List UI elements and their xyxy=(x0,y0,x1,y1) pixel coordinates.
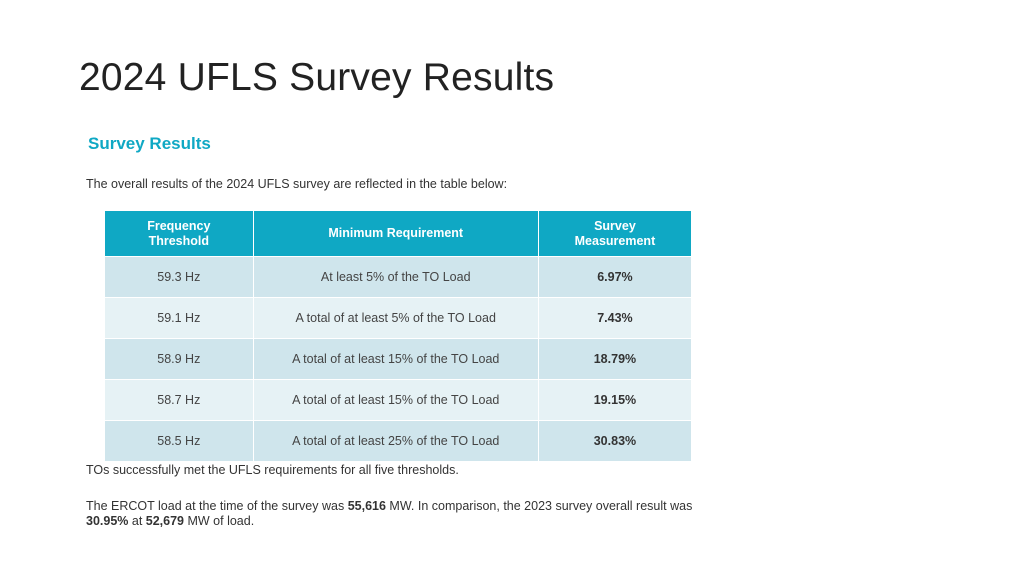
header-minimum-requirement: Minimum Requirement xyxy=(253,211,539,257)
header-freq-line2: Threshold xyxy=(148,233,209,248)
load-summary: The ERCOT load at the time of the survey… xyxy=(86,499,736,529)
cell-frequency: 58.9 Hz xyxy=(105,338,254,380)
header-meas-line1: Survey xyxy=(594,218,636,233)
table-row: 58.9 Hz A total of at least 15% of the T… xyxy=(105,338,691,380)
cell-measurement: 30.83% xyxy=(538,420,691,461)
cell-frequency: 59.3 Hz xyxy=(105,256,254,298)
summary-text-2: MW. In comparison, the 2023 survey overa… xyxy=(385,499,693,513)
header-frequency-threshold: Frequency Threshold xyxy=(105,211,254,257)
cell-frequency: 59.1 Hz xyxy=(105,297,254,339)
section-heading: Survey Results xyxy=(88,134,211,153)
cell-measurement: 18.79% xyxy=(538,338,691,380)
cell-measurement: 7.43% xyxy=(538,297,691,339)
header-survey-measurement: Survey Measurement xyxy=(538,211,691,257)
table-row: 59.3 Hz At least 5% of the TO Load 6.97% xyxy=(105,256,691,298)
cell-requirement: At least 5% of the TO Load xyxy=(253,256,539,298)
load-2024-value: 55,616 xyxy=(347,499,386,513)
table-row: 58.7 Hz A total of at least 15% of the T… xyxy=(105,379,691,421)
thresholds-note: TOs successfully met the UFLS requiremen… xyxy=(86,463,459,477)
slide-title: 2024 UFLS Survey Results xyxy=(79,56,555,99)
intro-text: The overall results of the 2024 UFLS sur… xyxy=(86,177,508,191)
cell-requirement: A total of at least 15% of the TO Load xyxy=(253,338,539,380)
cell-measurement: 6.97% xyxy=(538,256,691,298)
results-table: Frequency Threshold Minimum Requirement … xyxy=(105,211,691,461)
cell-frequency: 58.5 Hz xyxy=(105,420,254,461)
summary-text-1: The ERCOT load at the time of the survey… xyxy=(86,499,348,513)
load-2023-value: 52,679 xyxy=(145,514,185,528)
table-row: 59.1 Hz A total of at least 5% of the TO… xyxy=(105,297,691,339)
cell-requirement: A total of at least 15% of the TO Load xyxy=(253,379,539,421)
result-2023-value: 30.95% xyxy=(86,514,129,528)
summary-text-4: MW of load. xyxy=(184,514,255,528)
cell-measurement: 19.15% xyxy=(538,379,691,421)
header-meas-line2: Measurement xyxy=(574,233,656,248)
cell-requirement: A total of at least 25% of the TO Load xyxy=(253,420,539,461)
summary-text-3: at xyxy=(128,514,146,528)
header-freq-line1: Frequency xyxy=(147,218,211,233)
table-header-row: Frequency Threshold Minimum Requirement … xyxy=(105,211,691,257)
cell-frequency: 58.7 Hz xyxy=(105,379,254,421)
table-row: 58.5 Hz A total of at least 25% of the T… xyxy=(105,420,691,461)
cell-requirement: A total of at least 5% of the TO Load xyxy=(253,297,539,339)
